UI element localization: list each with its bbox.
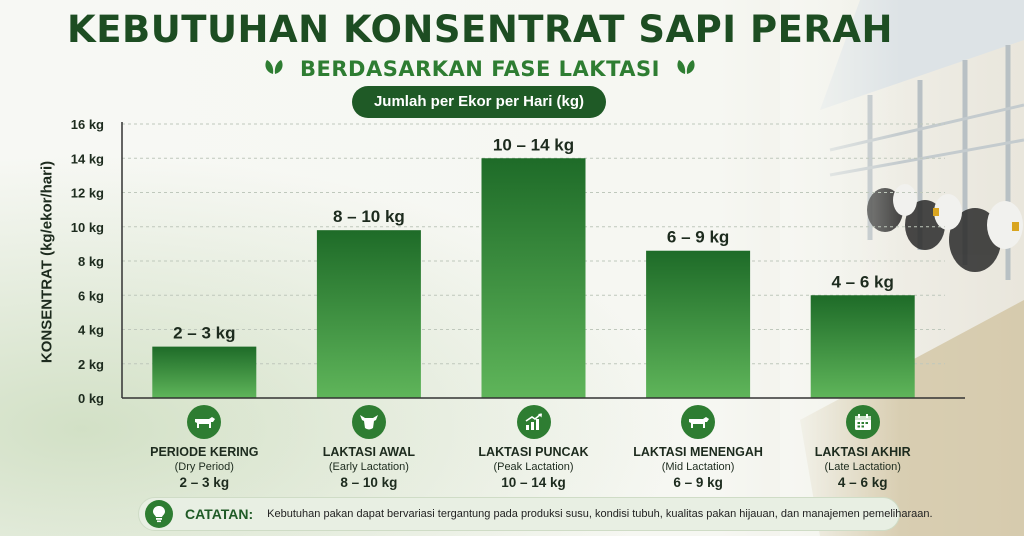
page-title: KEBUTUHAN KONSENTRAT SAPI PERAH [67, 8, 893, 51]
category-label: LAKTASI AWAL (Early Lactation) 8 – 10 kg [284, 405, 454, 490]
y-tick-label: 0 kg [78, 391, 104, 406]
data-label: 4 – 6 kg [832, 272, 894, 291]
category-name: LAKTASI PUNCAK [478, 445, 589, 459]
category-label: LAKTASI AKHIR (Late Lactation) 4 – 6 kg [778, 405, 948, 490]
y-tick-label: 16 kg [71, 117, 104, 132]
category-range: 4 – 6 kg [837, 475, 888, 490]
bar [481, 158, 586, 398]
bar [152, 346, 257, 398]
category-english: (Peak Lactation) [493, 461, 574, 473]
y-tick-label: 6 kg [78, 288, 104, 303]
cow-icon [187, 405, 222, 439]
data-label: 2 – 3 kg [173, 324, 235, 343]
category-english: (Late Lactation) [824, 461, 901, 473]
y-tick-label: 10 kg [71, 220, 104, 235]
calendar-icon [845, 405, 880, 439]
y-tick-label: 12 kg [71, 186, 104, 201]
category-range: 10 – 14 kg [501, 475, 566, 490]
bar [810, 295, 915, 398]
data-label: 6 – 9 kg [667, 228, 729, 247]
cow-icon [681, 405, 716, 439]
y-tick-label: 14 kg [71, 151, 104, 166]
data-label: 8 – 10 kg [333, 207, 405, 226]
growth-chart-icon [516, 405, 551, 439]
bar [316, 230, 421, 398]
category-range: 8 – 10 kg [340, 475, 398, 490]
cow-head-icon [351, 405, 386, 439]
category-range: 6 – 9 kg [673, 475, 723, 490]
category-label: LAKTASI MENENGAH (Mid Lactation) 6 – 9 kg [613, 405, 783, 490]
lightbulb-icon [145, 500, 173, 528]
category-label: PERIODE KERING (Dry Period) 2 – 3 kg [119, 405, 289, 490]
y-tick-label: 4 kg [78, 323, 104, 338]
subtitle-row: BERDASARKAN FASE LAKTASI [0, 57, 960, 81]
note-text: Kebutuhan pakan dapat bervariasi tergant… [267, 508, 933, 520]
y-tick-label: 2 kg [78, 357, 104, 372]
category-label: LAKTASI PUNCAK (Peak Lactation) 10 – 14 kg [449, 405, 619, 490]
bar [646, 250, 751, 398]
category-name: LAKTASI AKHIR [814, 445, 911, 459]
leaf-icon [675, 58, 697, 80]
category-english: (Early Lactation) [328, 461, 409, 473]
data-label: 10 – 14 kg [493, 135, 574, 154]
category-english: (Dry Period) [174, 461, 234, 473]
category-name: LAKTASI MENENGAH [633, 445, 763, 459]
note-label: CATATAN: [185, 506, 254, 522]
leaf-icon [263, 58, 285, 80]
subtitle: BERDASARKAN FASE LAKTASI [300, 57, 660, 81]
category-range: 2 – 3 kg [179, 475, 230, 490]
category-name: LAKTASI AWAL [322, 445, 416, 459]
y-tick-label: 8 kg [78, 254, 104, 269]
unit-pill: Jumlah per Ekor per Hari (kg) [352, 86, 606, 118]
category-english: (Mid Lactation) [661, 461, 735, 473]
category-name: PERIODE KERING [150, 445, 259, 459]
note-box: CATATAN: Kebutuhan pakan dapat bervarias… [138, 497, 933, 531]
